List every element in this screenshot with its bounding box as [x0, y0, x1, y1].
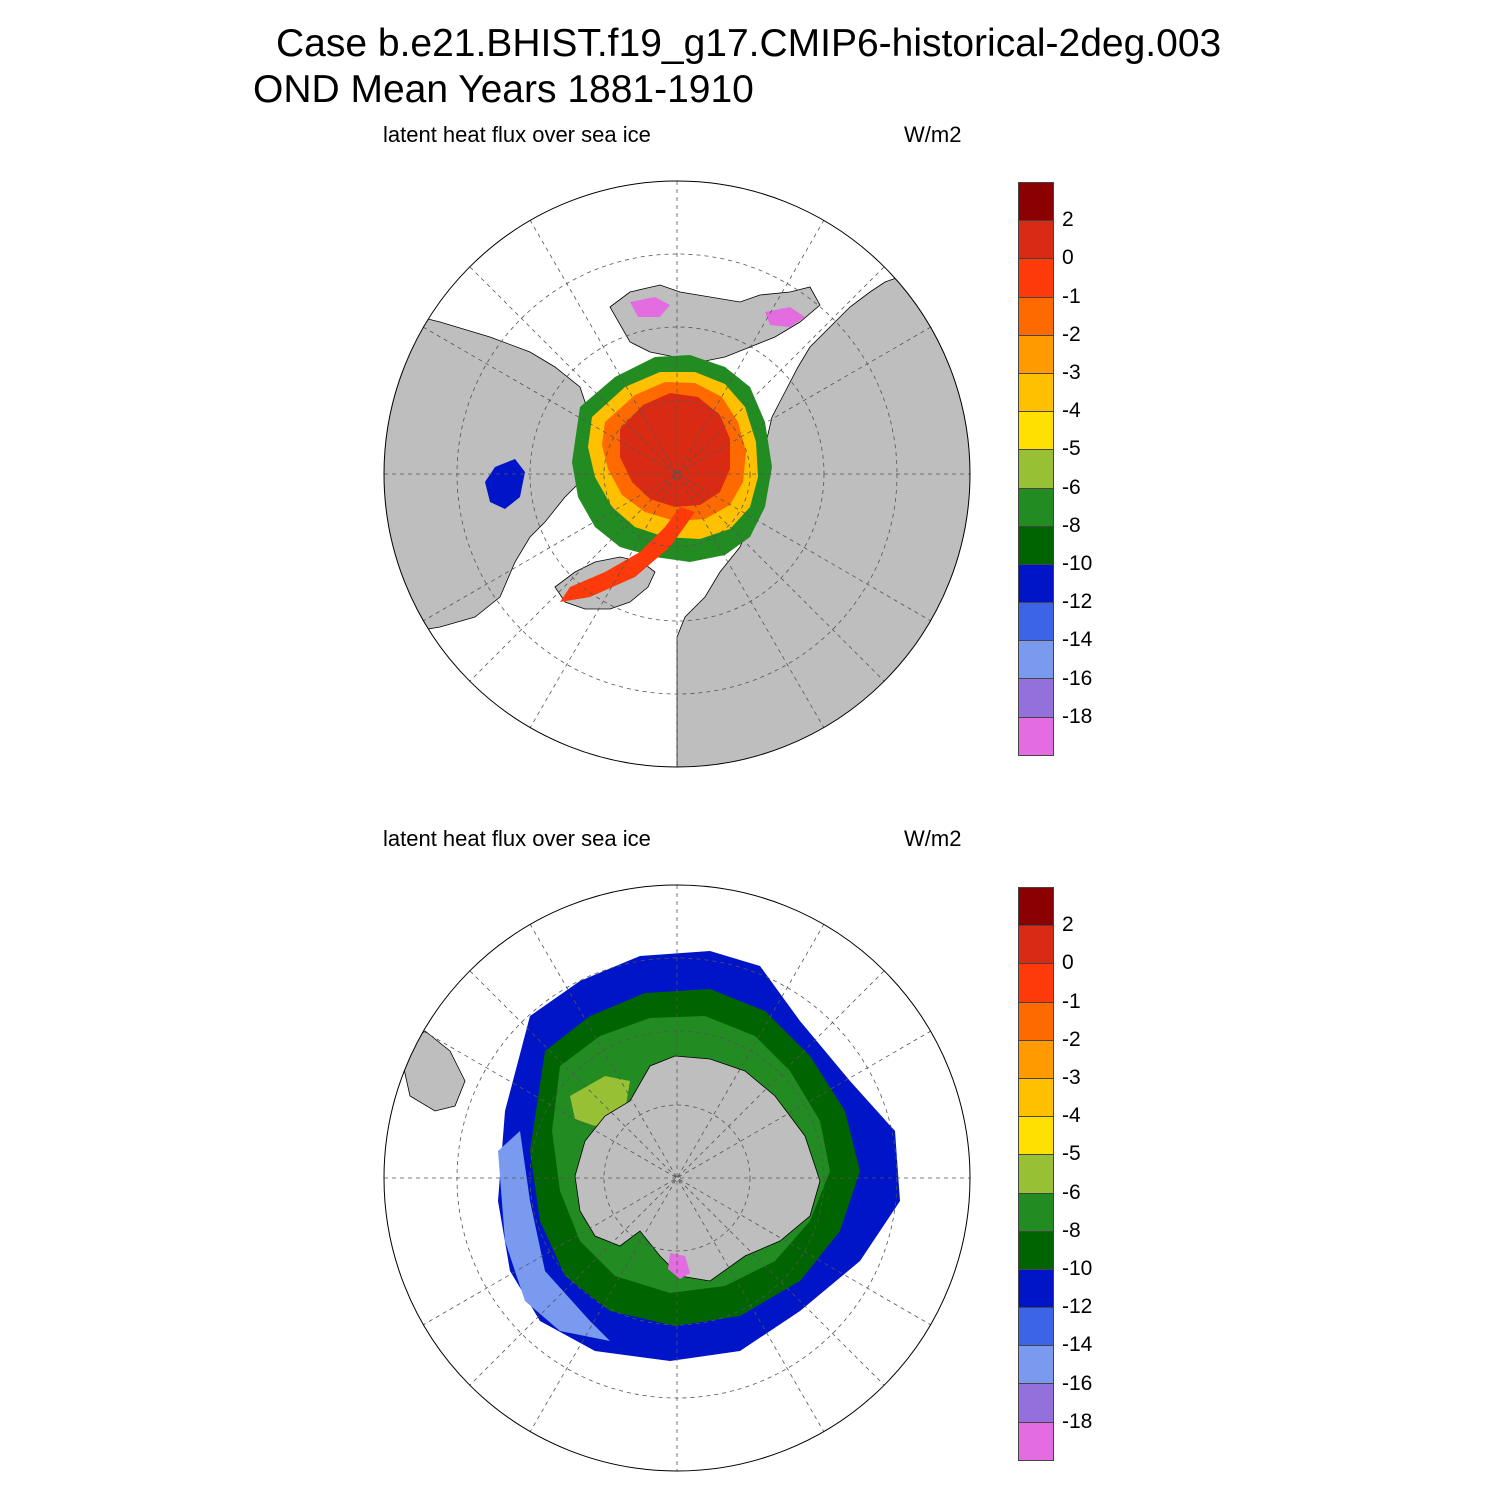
colorbar-tick-label: -1 [1062, 989, 1081, 1013]
colorbar-tick-label: -4 [1062, 1104, 1081, 1128]
ice-ross-pink [668, 1253, 690, 1279]
colorbar-tick-label: -14 [1062, 628, 1093, 652]
colorbar-swatch [1018, 717, 1054, 756]
colorbar-swatch [1018, 1193, 1054, 1232]
colorbar-tick-label: -6 [1062, 475, 1081, 499]
ice-center-red [620, 393, 730, 507]
colorbar-swatch [1018, 887, 1054, 927]
graticule [384, 885, 970, 1471]
land-north-america [384, 306, 596, 638]
colorbar-swatch [1018, 1002, 1054, 1041]
colorbar-tick-label: -18 [1062, 1409, 1093, 1433]
colorbar-swatch [1018, 450, 1054, 489]
colorbar-swatch [1018, 1155, 1054, 1194]
colorbar-tick-label: -12 [1062, 590, 1093, 614]
colorbar-swatch [1018, 1231, 1054, 1270]
ice-okhotsk-pink [765, 307, 805, 327]
colorbar-swatch [1018, 964, 1054, 1003]
colorbar-tick-label: -8 [1062, 513, 1081, 537]
colorbar-tick-label: -6 [1062, 1180, 1081, 1204]
colorbar-swatch [1018, 603, 1054, 642]
panel2-variable-label: latent heat flux over sea ice [383, 826, 651, 851]
colorbar-swatch [1018, 297, 1054, 336]
colorbar-swatch [1018, 488, 1054, 527]
colorbar-swatch [1018, 1040, 1054, 1079]
colorbar-tick-label: 0 [1062, 951, 1074, 975]
colorbar-swatch [1018, 373, 1054, 413]
colorbar-tick-label: 2 [1062, 913, 1074, 937]
colorbar-tick-label: -16 [1062, 666, 1093, 690]
colorbar-tick-label: -12 [1062, 1295, 1093, 1319]
colorbar-tick-label: -2 [1062, 322, 1081, 346]
graticule [384, 181, 970, 767]
arctic-polar-map [383, 180, 971, 768]
colorbar-swatch [1018, 221, 1054, 260]
land-south-america-tip [399, 1030, 466, 1112]
colorbar-tick-label: -4 [1062, 399, 1081, 423]
antarctic-polar-map [383, 884, 971, 1472]
colorbar-swatch [1018, 412, 1054, 451]
colorbar-swatch [1018, 1078, 1054, 1118]
colorbar-tick-label: -10 [1062, 552, 1093, 575]
colorbar-tick-label: -3 [1062, 1066, 1081, 1089]
colorbar-swatch [1018, 1346, 1054, 1385]
figure-title-line1: Case b.e21.BHIST.f19_g17.CMIP6-historica… [276, 22, 1222, 65]
figure-title-line2: OND Mean Years 1881-1910 [253, 68, 754, 111]
colorbar-tick-label: -1 [1062, 284, 1081, 308]
colorbar-swatch [1018, 1117, 1054, 1156]
colorbar-panel2 [1018, 887, 1054, 1461]
colorbar-swatch [1018, 335, 1054, 374]
colorbar-tick-label: 0 [1062, 246, 1074, 270]
colorbar-swatch [1018, 1308, 1054, 1347]
colorbar-tick-label: -14 [1062, 1333, 1093, 1357]
panel1-variable-label: latent heat flux over sea ice [383, 122, 651, 147]
colorbar-tick-label: -5 [1062, 1142, 1081, 1166]
ice-light-blue-band [498, 1131, 610, 1341]
colorbar-tick-label: 2 [1062, 208, 1074, 232]
colorbar-swatch [1018, 526, 1054, 565]
colorbar-swatch [1018, 1269, 1054, 1309]
panel2-units-label: W/m2 [904, 826, 962, 851]
land-antarctica [574, 1055, 821, 1282]
colorbar-swatch [1018, 641, 1054, 680]
colorbar-swatch [1018, 926, 1054, 965]
colorbar-swatch [1018, 564, 1054, 604]
colorbar-swatch [1018, 1384, 1054, 1423]
colorbar-swatch [1018, 679, 1054, 718]
colorbar-tick-label: -2 [1062, 1027, 1081, 1051]
ice-atlantic-tongue [560, 507, 695, 602]
colorbar-tick-label: -18 [1062, 704, 1093, 728]
colorbar-swatch [1018, 1422, 1054, 1461]
panel1-units-label: W/m2 [904, 122, 962, 147]
colorbar-tick-label: -8 [1062, 1218, 1081, 1242]
ice-outer-blue [485, 459, 525, 509]
colorbar-swatch [1018, 259, 1054, 298]
colorbar-tick-label: -10 [1062, 1257, 1093, 1280]
colorbar-swatch [1018, 182, 1054, 222]
colorbar-tick-label: -3 [1062, 361, 1081, 384]
colorbar-tick-label: -5 [1062, 437, 1081, 461]
colorbar-panel1 [1018, 182, 1054, 756]
colorbar-tick-label: -16 [1062, 1371, 1093, 1395]
ice-pacific-pink [630, 297, 670, 317]
